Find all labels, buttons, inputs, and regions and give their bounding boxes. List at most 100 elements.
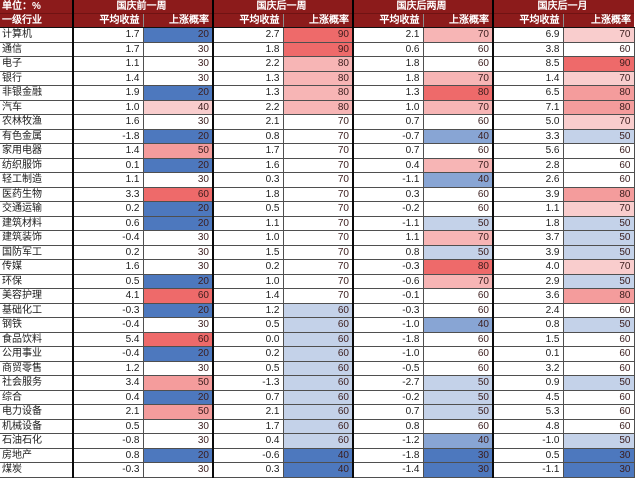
avg-return-cell: 0.8 [352,418,424,434]
win-rate-cell: 60 [422,56,494,72]
avg-return-header-1: 平均收益 [212,13,283,28]
avg-return-header-3: 平均收益 [492,13,563,28]
table-row: 社会服务 3.4 50 -1.3 60 -2.7 50 0.9 50 [0,375,635,391]
avg-return-cell: 3.7 [492,230,564,246]
avg-return-cell: -0.7 [352,128,424,144]
avg-return-cell: 1.0 [352,99,424,115]
industry-cell: 轻工制造 [0,172,74,188]
avg-return-cell: 0.2 [72,244,144,260]
avg-return-cell: -1.0 [352,317,424,333]
industry-cell: 国防军工 [0,244,74,260]
win-rate-cell: 60 [282,389,354,405]
win-rate-cell: 70 [282,128,354,144]
avg-return-cell: 0.2 [212,346,284,362]
avg-return-cell: 4.1 [72,288,144,304]
table-row: 建筑材料 0.6 20 1.1 70 -1.1 50 1.8 50 [0,215,635,231]
win-rate-cell: 30 [142,70,214,86]
win-rate-cell: 60 [422,346,494,362]
avg-return-cell: 7.1 [492,99,564,115]
win-rate-cell: 60 [422,302,494,318]
win-rate-cell: 50 [562,317,635,333]
industry-cell: 商贸零售 [0,360,74,376]
industry-cell: 公用事业 [0,346,74,362]
avg-return-cell: 0.1 [492,346,564,362]
win-rate-cell: 60 [422,331,494,347]
avg-return-cell: 5.6 [492,143,564,159]
win-rate-cell: 50 [562,215,635,231]
avg-return-cell: 0.6 [72,215,144,231]
win-rate-cell: 20 [142,389,214,405]
win-rate-cell: 70 [282,186,354,202]
avg-return-cell: 0.7 [352,404,424,420]
win-rate-header-1: 上涨概率 [282,13,353,28]
win-rate-cell: 60 [562,172,635,188]
win-rate-cell: 60 [422,360,494,376]
industry-cell: 钢铁 [0,317,74,333]
win-rate-cell: 50 [422,375,494,391]
avg-return-cell: 5.4 [72,331,144,347]
avg-return-cell: 1.7 [72,41,144,57]
win-rate-cell: 70 [282,215,354,231]
industry-cell: 纺织服饰 [0,157,74,173]
avg-return-cell: 2.1 [72,404,144,420]
win-rate-cell: 70 [282,230,354,246]
avg-return-cell: 0.7 [352,143,424,159]
win-rate-cell: 60 [422,201,494,217]
avg-return-cell: 2.2 [212,56,284,72]
industry-cell: 通信 [0,41,74,57]
avg-return-cell: -1.2 [352,433,424,449]
avg-return-cell: -1.8 [352,331,424,347]
avg-return-cell: 1.5 [212,244,284,260]
avg-return-cell: 1.2 [212,302,284,318]
win-rate-cell: 30 [142,433,214,449]
win-rate-cell: 20 [142,447,214,463]
win-rate-cell: 60 [562,143,635,159]
win-rate-cell: 20 [142,157,214,173]
avg-return-cell: 1.4 [492,70,564,86]
win-rate-header-3: 上涨概率 [562,13,634,28]
win-rate-cell: 20 [142,27,214,43]
avg-return-cell: 1.1 [212,215,284,231]
avg-return-cell: 1.3 [352,85,424,101]
win-rate-cell: 80 [562,288,635,304]
avg-return-cell: 3.2 [492,360,564,376]
win-rate-cell: 20 [142,273,214,289]
table-row: 电力设备 2.1 50 2.1 60 0.7 50 5.3 60 [0,404,635,420]
win-rate-cell: 50 [142,143,214,159]
win-rate-cell: 30 [422,447,494,463]
avg-return-cell: -0.2 [352,201,424,217]
industry-cell: 建筑装饰 [0,230,74,246]
avg-return-cell: 3.3 [72,186,144,202]
table-row: 食品饮料 5.4 60 0.0 60 -1.8 60 1.5 60 [0,331,635,347]
period-header-post-two-weeks: 国庆后两周 [352,0,493,14]
win-rate-cell: 20 [142,85,214,101]
avg-return-cell: 0.2 [72,201,144,217]
avg-return-cell: -1.8 [352,447,424,463]
win-rate-cell: 60 [562,331,635,347]
avg-return-cell: -1.1 [352,215,424,231]
win-rate-cell: 30 [142,56,214,72]
industry-cell: 基础化工 [0,302,74,318]
table-row: 公用事业 -0.4 20 0.2 60 -1.0 60 0.1 60 [0,346,635,362]
avg-return-header-2: 平均收益 [352,13,423,28]
avg-return-cell: 1.4 [72,70,144,86]
avg-return-cell: -1.8 [72,128,144,144]
avg-return-cell: 5.0 [492,114,564,130]
win-rate-cell: 60 [142,288,214,304]
win-rate-cell: 70 [422,99,494,115]
win-rate-cell: 50 [422,215,494,231]
win-rate-cell: 30 [142,41,214,57]
avg-return-cell: 1.8 [212,41,284,57]
win-rate-cell: 50 [562,244,635,260]
win-rate-cell: 50 [422,244,494,260]
avg-return-cell: 1.1 [492,201,564,217]
industry-cell: 石油石化 [0,433,74,449]
win-rate-cell: 20 [142,201,214,217]
avg-return-cell: 0.1 [72,157,144,173]
avg-return-cell: 0.5 [492,447,564,463]
table-row: 机械设备 0.5 30 1.7 60 0.8 60 4.8 60 [0,418,635,434]
win-rate-cell: 80 [282,99,354,115]
avg-return-cell: 1.9 [72,85,144,101]
avg-return-cell: 1.7 [212,418,284,434]
win-rate-cell: 70 [282,244,354,260]
